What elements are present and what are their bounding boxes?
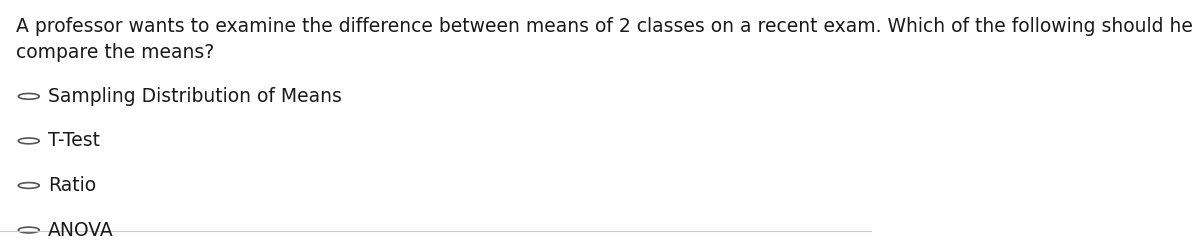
Text: Sampling Distribution of Means: Sampling Distribution of Means [48, 87, 342, 106]
Text: A professor wants to examine the difference between means of 2 classes on a rece: A professor wants to examine the differe… [16, 17, 1200, 62]
Text: Ratio: Ratio [48, 176, 96, 195]
Text: T-Test: T-Test [48, 131, 100, 151]
Text: ANOVA: ANOVA [48, 220, 114, 240]
